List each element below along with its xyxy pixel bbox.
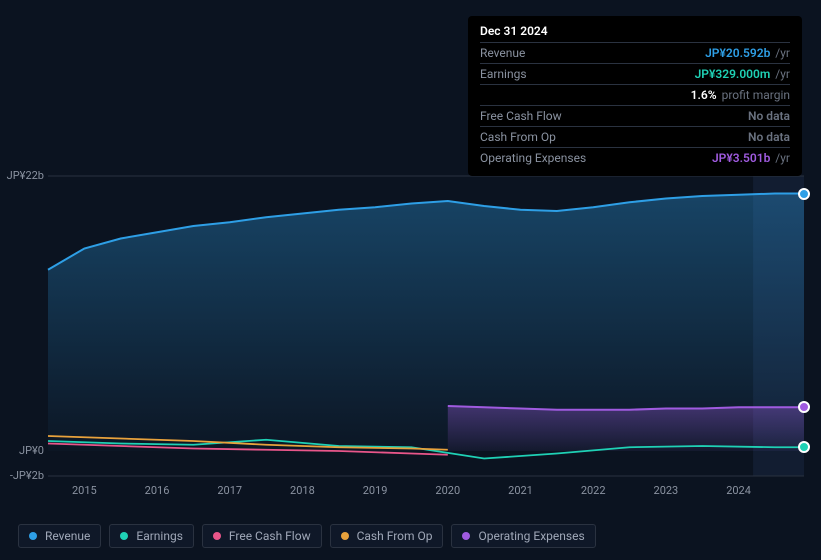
tooltip-row: Operating Expenses JP¥3.501b /yr	[480, 147, 790, 168]
tooltip-label: Cash From Op	[480, 130, 556, 144]
tooltip-label: Revenue	[480, 46, 525, 60]
legend-item-opex[interactable]: Operating Expenses	[451, 524, 595, 548]
tooltip-title: Dec 31 2024	[480, 24, 790, 38]
tooltip-row: Cash From Op No data	[480, 126, 790, 147]
legend-dot-icon	[462, 532, 470, 540]
legend-item-revenue[interactable]: Revenue	[18, 524, 101, 548]
legend-label: Revenue	[45, 529, 90, 543]
legend-item-earnings[interactable]: Earnings	[109, 524, 194, 548]
legend-dot-icon	[213, 532, 221, 540]
series-end-marker	[798, 441, 810, 453]
legend-item-cfo[interactable]: Cash From Op	[330, 524, 444, 548]
series-end-marker	[798, 401, 810, 413]
legend-item-fcf[interactable]: Free Cash Flow	[202, 524, 322, 548]
tooltip-value: JP¥329.000m /yr	[695, 67, 790, 81]
legend-label: Free Cash Flow	[229, 529, 311, 543]
tooltip-value: JP¥20.592b /yr	[705, 46, 790, 60]
tooltip-label: Operating Expenses	[480, 151, 586, 165]
legend-dot-icon	[29, 532, 37, 540]
tooltip-value: No data	[748, 109, 790, 123]
legend-label: Cash From Op	[357, 529, 433, 543]
tooltip-value: No data	[748, 130, 790, 144]
tooltip-label: Earnings	[480, 67, 527, 81]
legend-label: Earnings	[136, 529, 183, 543]
tooltip-label: Free Cash Flow	[480, 109, 562, 123]
legend-dot-icon	[120, 532, 128, 540]
tooltip-value: JP¥3.501b /yr	[712, 151, 790, 165]
legend-label: Operating Expenses	[478, 529, 584, 543]
legend-dot-icon	[341, 532, 349, 540]
tooltip-row: Earnings JP¥329.000m /yr	[480, 63, 790, 84]
tooltip-row: Free Cash Flow No data	[480, 105, 790, 126]
chart-tooltip: Dec 31 2024 Revenue JP¥20.592b /yr Earning…	[468, 16, 802, 176]
chart-legend: Revenue Earnings Free Cash Flow Cash From O…	[18, 524, 596, 548]
tooltip-row: Revenue JP¥20.592b /yr	[480, 42, 790, 63]
tooltip-row: 1.6% profit margin	[480, 84, 790, 105]
tooltip-value: 1.6% profit margin	[691, 88, 790, 102]
series-end-marker	[798, 188, 810, 200]
